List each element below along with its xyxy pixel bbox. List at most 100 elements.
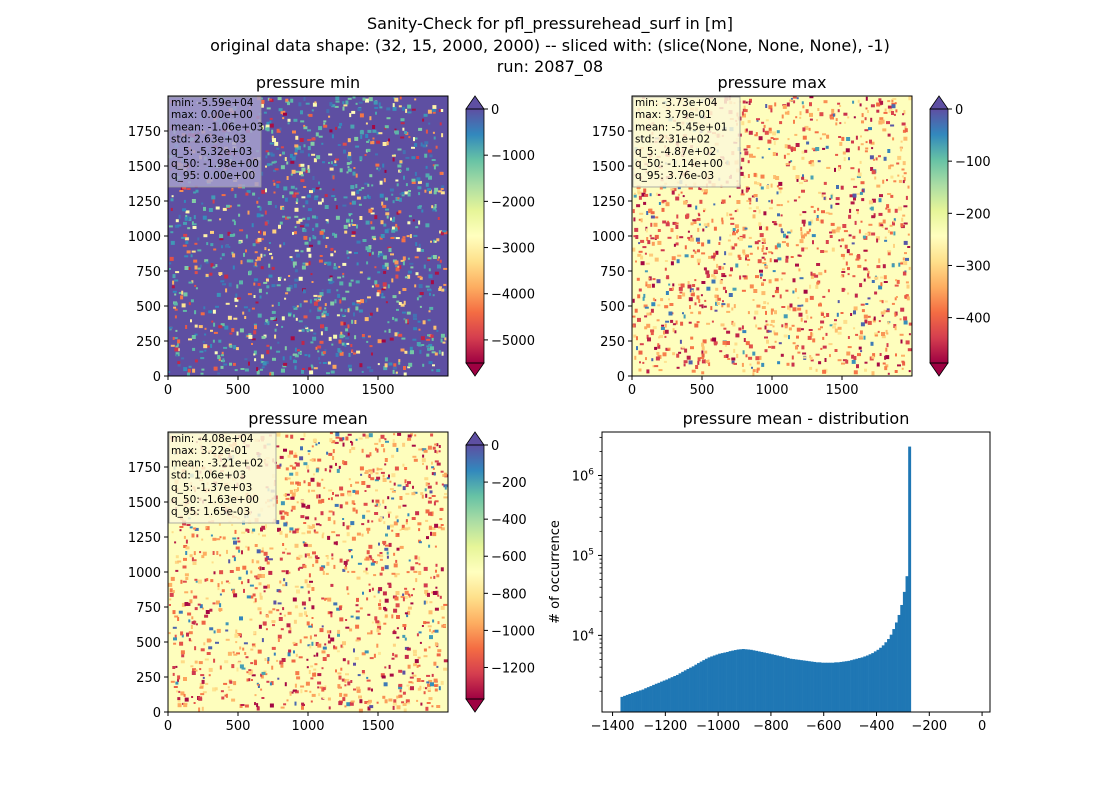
x-tick-label: 1500 (361, 719, 394, 734)
histogram-bar (823, 662, 827, 712)
x-tick-label: 0 (164, 383, 172, 398)
histogram-bar (847, 660, 851, 712)
histogram-bar (660, 681, 664, 712)
panel-title: pressure mean (248, 409, 368, 428)
histogram-bar (834, 662, 838, 712)
histogram-bar (715, 654, 719, 712)
colorbar-tick-label: −200 (955, 207, 991, 222)
x-tick-label: 500 (226, 719, 251, 734)
colorbar-frame (929, 108, 949, 364)
histogram-bar (657, 682, 661, 712)
y-tick-label: 500 (600, 300, 625, 315)
histogram-bar (697, 663, 700, 712)
histogram-bar (908, 446, 912, 712)
histogram-bar (723, 652, 727, 712)
histogram-bar (844, 661, 848, 712)
histogram-bar (712, 655, 716, 712)
histogram-bar (776, 655, 780, 712)
colorbar-tick-label: −2000 (491, 195, 535, 210)
histogram-bar (739, 649, 743, 712)
histogram-bar (871, 653, 875, 712)
figure-title-line-2: original data shape: (32, 15, 2000, 2000… (210, 36, 890, 55)
y-tick-label: 1000 (592, 230, 625, 245)
x-tick-label: 1000 (755, 383, 788, 398)
histogram-bar (873, 651, 877, 712)
stats-line: mean: -3.21e+02 (171, 457, 263, 469)
colorbar-tick-label: −200 (491, 476, 527, 491)
x-tick-label: 0 (978, 719, 986, 734)
histogram-bar (900, 604, 904, 712)
histogram-bar (625, 694, 629, 712)
histogram-bar (805, 660, 809, 712)
heatmap-panel-3: pressure mean 0 500 1000 1500 0 250 500 750 1000 1… (128, 409, 535, 734)
histogram-bar (747, 649, 751, 712)
histogram-bar (842, 661, 846, 712)
y-tick-label: 250 (136, 335, 161, 350)
histogram-bar (670, 677, 674, 712)
colorbar-tick-label: −300 (955, 259, 991, 274)
histogram-bar (667, 678, 671, 712)
stats-line: q_50: -1.14e+00 (635, 158, 723, 170)
colorbar: 0 −100 −200 −300 −400 (929, 95, 991, 377)
histogram-bar (879, 647, 883, 712)
x-tick-label: −200 (911, 719, 947, 734)
y-tick-label: 1000 (128, 566, 161, 581)
histogram-bar (720, 653, 724, 712)
y-tick-label: 1500 (592, 160, 625, 175)
colorbar-tick-label: −100 (955, 155, 991, 170)
x-tick-label: 500 (690, 383, 715, 398)
y-tick-label: 750 (600, 265, 625, 280)
histogram-bar (858, 658, 861, 712)
axes-frame (601, 431, 991, 713)
colorbar-gradient (466, 109, 484, 363)
histogram-bar (778, 656, 782, 712)
histogram-bar (699, 661, 703, 712)
histogram-bar (768, 653, 772, 712)
histogram-bar (731, 650, 735, 712)
colorbar-extend-bottom (465, 698, 485, 713)
colorbar-tick-label: −5000 (491, 334, 535, 349)
y-tick-label: 1750 (128, 125, 161, 140)
stats-line: max: 0.00e+00 (171, 109, 253, 121)
y-tick-label: 1750 (128, 461, 161, 476)
colorbar-tick-label: −1200 (491, 661, 535, 676)
y-tick-label: 500 (136, 300, 161, 315)
heatmap-panel-2: pressure max 0 500 1000 1500 0 250 500 750 1000 12… (592, 73, 991, 398)
colorbar-tick-label: 0 (491, 103, 499, 118)
colorbar-tick-label: −4000 (491, 288, 535, 303)
histogram-bar (789, 658, 793, 712)
histogram-bar (828, 662, 832, 712)
histogram-bar (652, 684, 656, 712)
x-tick-label: 0 (628, 383, 636, 398)
y-tick-label: 104 (572, 627, 595, 644)
stats-line: q_5: -4.87e+02 (635, 146, 716, 158)
colorbar-tick-label: 0 (491, 439, 499, 454)
histogram-bar (794, 659, 798, 712)
histogram-bar (836, 662, 840, 712)
histogram-bar (620, 696, 624, 712)
histogram-bar (868, 654, 872, 712)
stats-line: q_50: -1.63e+00 (171, 494, 259, 506)
colorbar-tick-label: −1000 (491, 624, 535, 639)
y-tick-label: 105 (572, 547, 594, 564)
x-tick-label: 1000 (291, 383, 324, 398)
colorbar: 0 −1000 −2000 −3000 −4000 −5000 (465, 95, 535, 377)
histogram-bar (770, 654, 774, 712)
colorbar-gradient (930, 109, 948, 363)
histogram-bar (839, 661, 843, 712)
histogram-bar (636, 691, 640, 712)
histogram-bar (749, 649, 753, 712)
histogram-bar (726, 651, 729, 712)
stats-box-background (168, 96, 262, 188)
y-tick-label: 750 (136, 265, 161, 280)
histogram-bar (744, 649, 748, 712)
stats-line: q_50: -1.98e+00 (171, 158, 259, 170)
histogram-bar (623, 695, 627, 712)
x-tick-label: 500 (226, 383, 251, 398)
histogram-bar (752, 650, 756, 712)
histogram-bar (876, 649, 880, 712)
y-tick-label: 106 (572, 467, 595, 484)
histogram-bar (781, 656, 785, 712)
histogram-bar (813, 661, 817, 712)
